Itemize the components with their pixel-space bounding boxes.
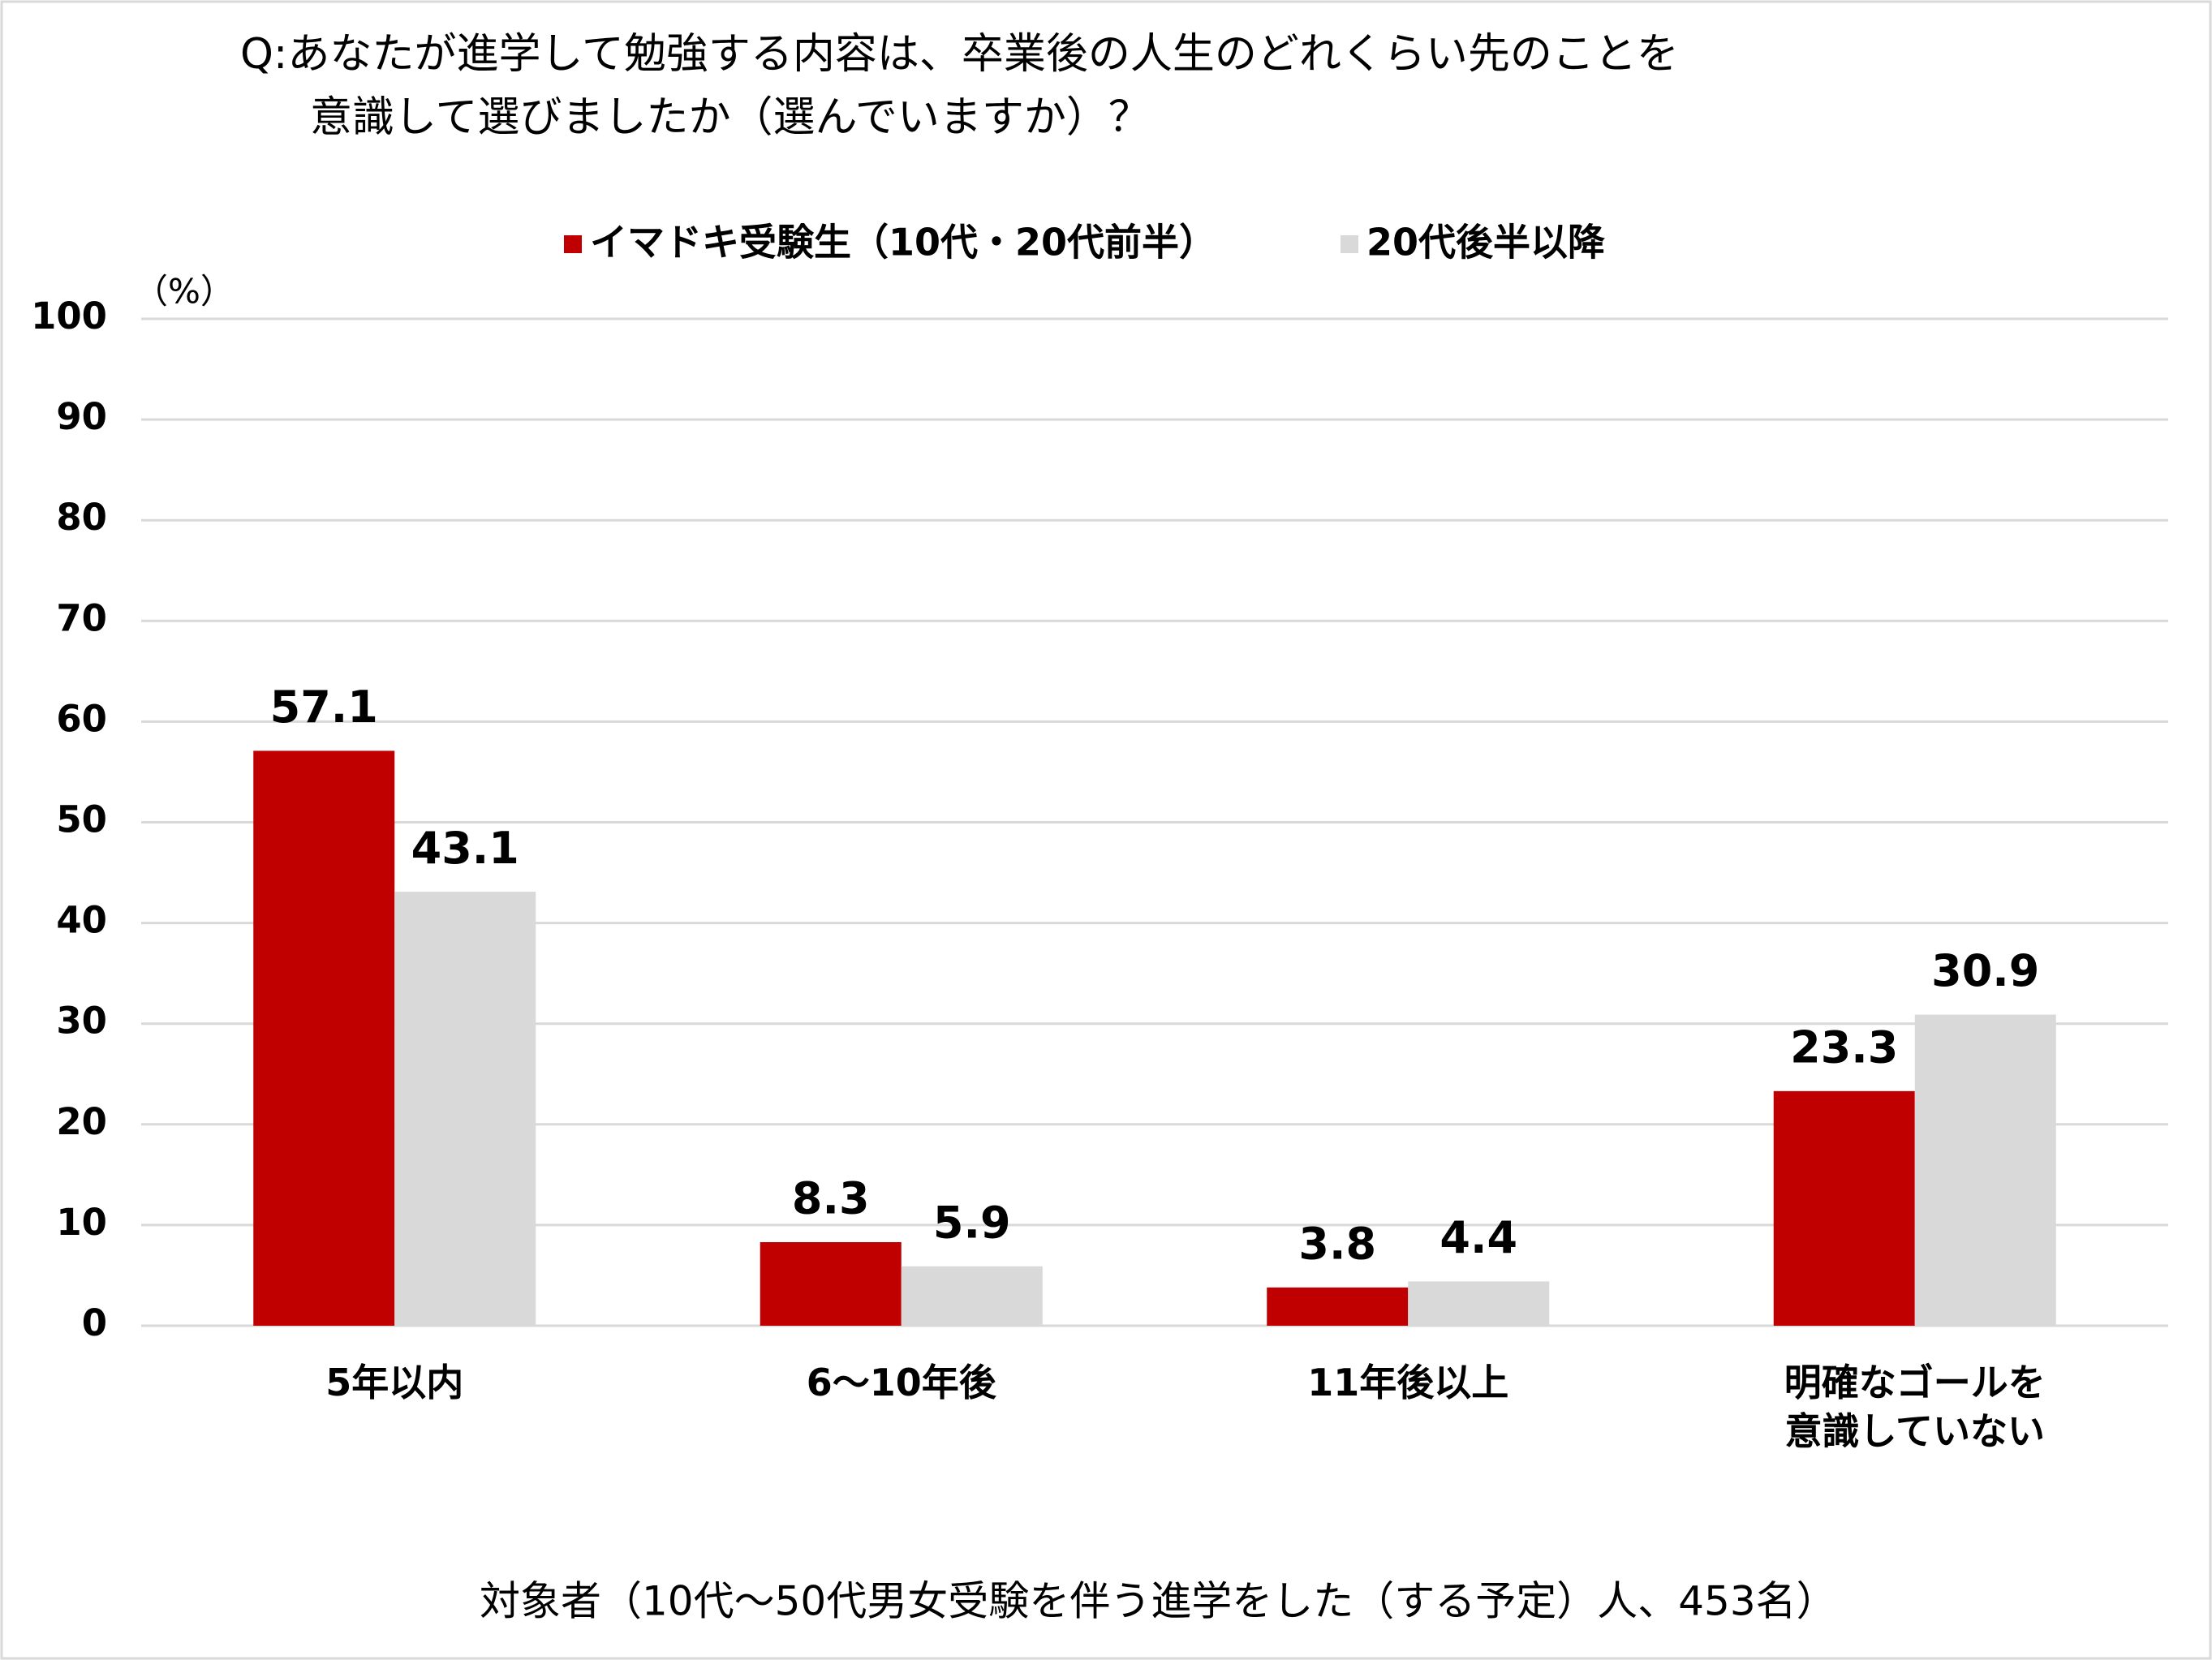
chart-title: 意識して選びましたか（選んでいますか）？ [310,93,1151,142]
footnote: 対象者（10代～50代男女受験を伴う進学をした（する予定）人、453名） [480,1578,1837,1625]
y-tick-label: 50 [56,798,107,841]
bar [1267,1287,1409,1326]
x-tick-label: 5年以内 [325,1361,464,1404]
bar [394,892,536,1326]
bar [901,1266,1043,1326]
legend-label: 20代後半以降 [1366,221,1605,264]
data-label: 43.1 [411,823,519,874]
legend-swatch [564,235,582,253]
y-tick-label: 20 [56,1100,107,1143]
y-tick-label: 30 [56,1000,107,1043]
data-label: 4.4 [1440,1212,1517,1263]
data-label: 57.1 [270,682,378,733]
y-tick-label: 10 [56,1201,107,1244]
data-label: 30.9 [1931,945,2039,996]
bar [760,1241,902,1326]
x-tick-label: 11年後以上 [1307,1361,1509,1404]
data-label: 23.3 [1790,1021,1898,1073]
y-tick-label: 40 [56,899,107,942]
chart-title: Q:あなたが進学して勉強する内容は、卒業後の人生のどれくらい先のことを [240,30,1679,79]
legend-swatch [1341,235,1358,253]
bar [1914,1014,2056,1326]
data-label: 3.8 [1298,1218,1376,1269]
x-tick-label: 明確なゴールを意識していない [1784,1361,2046,1453]
y-tick-label: 100 [31,295,107,338]
bar [1773,1090,1915,1326]
y-unit-label: （%） [134,272,235,312]
y-tick-label: 0 [82,1301,107,1344]
x-tick-label: 6～10年後 [806,1361,996,1404]
bar [1408,1281,1550,1326]
y-tick-label: 70 [56,596,107,639]
y-tick-label: 80 [56,496,107,539]
bar [253,750,395,1326]
legend-label: イマドキ受験生（10代・20代前半） [590,221,1216,264]
data-label: 8.3 [792,1173,870,1224]
y-tick-label: 60 [56,697,107,740]
data-label: 5.9 [933,1197,1011,1248]
y-tick-label: 90 [56,395,107,438]
